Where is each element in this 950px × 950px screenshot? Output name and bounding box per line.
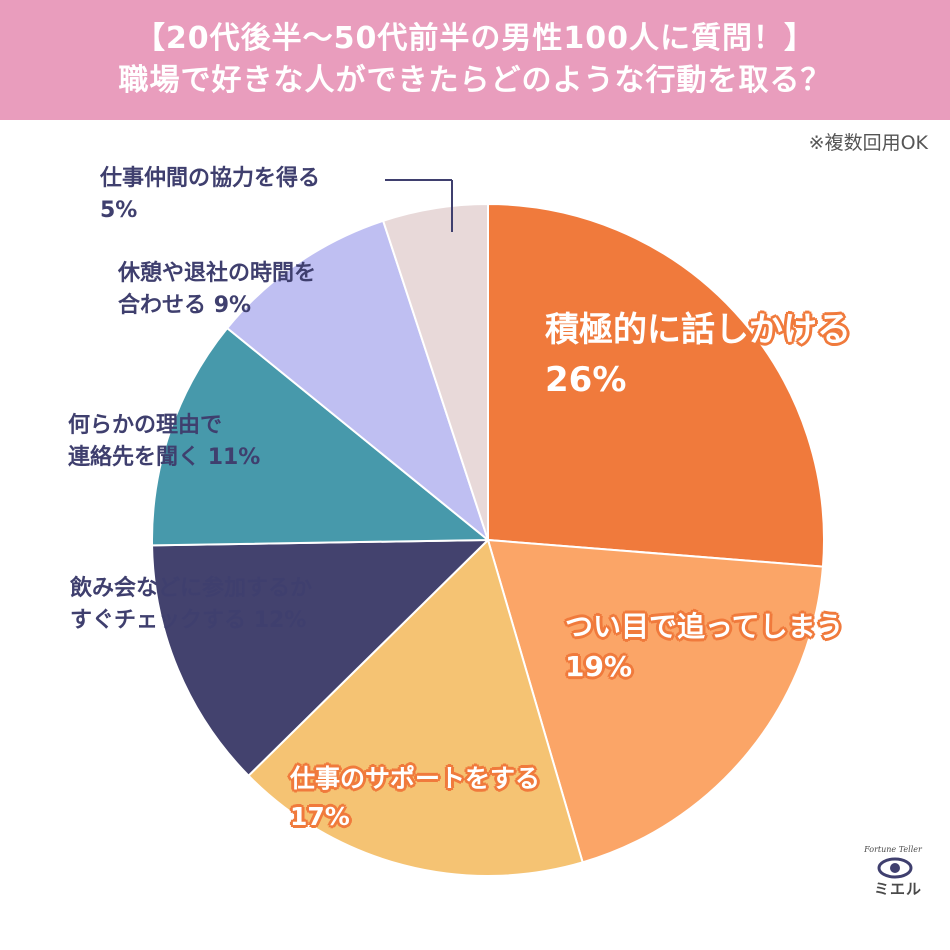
logo-arc-text: Fortune Teller [863, 845, 923, 854]
slice-label-4-line1: 何らかの理由で [68, 413, 223, 438]
slice-value-6: 5% [100, 198, 138, 223]
slice-value-5: 9% [213, 293, 252, 318]
slice-label-6-text: 仕事仲間の協力を得る [100, 166, 321, 191]
slice-label-5-line1: 休憩や退社の時間を [118, 261, 317, 286]
slice-label-2: 仕事のサポートをする 17% [290, 760, 540, 836]
slice-value-3: 12% [253, 608, 307, 633]
pie-slice-2 [247, 538, 584, 877]
slice-value-1: 19% [565, 650, 633, 683]
title-line-1: 【20代後半〜50代前半の男性100人に質問！】 [134, 21, 816, 56]
pie-slice-6 [381, 202, 489, 541]
slice-label-0-text: 積極的に話しかける [545, 310, 851, 350]
slice-label-0: 積極的に話しかける 26% [545, 305, 851, 405]
pie-slice-1 [486, 538, 825, 864]
slice-value-4: 11% [207, 445, 261, 470]
slice-label-4: 何らかの理由で 連絡先を聞く 11% [68, 410, 260, 474]
slice-value-2: 17% [290, 802, 350, 831]
fortune-teller-logo: Fortune Teller [855, 838, 923, 922]
slice-value-0: 26% [545, 360, 627, 400]
header-banner: 【20代後半〜50代前半の男性100人に質問！】 職場で好きな人ができたらどのよ… [0, 0, 950, 120]
pie-slice-5 [225, 219, 491, 543]
title-line-2: 職場で好きな人ができたらどのような行動を取る？ [118, 63, 832, 98]
pie-slice-4 [151, 326, 491, 547]
slice-label-3-line2: すぐチェックする [70, 608, 247, 633]
pie-slice-0 [487, 202, 825, 568]
slice-label-1: つい目で追ってしまう 19% [565, 607, 844, 687]
slice-label-5-line2: 合わせる [118, 293, 207, 318]
logo-text: ミエル [874, 880, 923, 898]
slice-label-1-text: つい目で追ってしまう [565, 610, 844, 643]
pie-slice-3 [151, 538, 491, 778]
eye-icon [877, 857, 913, 879]
slice-label-5: 休憩や退社の時間を 合わせる 9% [118, 258, 316, 322]
slice-label-6: 仕事仲間の協力を得る 5% [100, 163, 320, 227]
slice-label-3: 飲み会などに参加するか すぐチェックする 12% [70, 573, 312, 637]
multiple-answers-note: ※複数回用OK [808, 132, 928, 154]
slice-label-3-line1: 飲み会などに参加するか [70, 576, 313, 601]
slice-label-2-text: 仕事のサポートをする [290, 764, 541, 793]
slice-label-4-line2: 連絡先を聞く [68, 445, 201, 470]
